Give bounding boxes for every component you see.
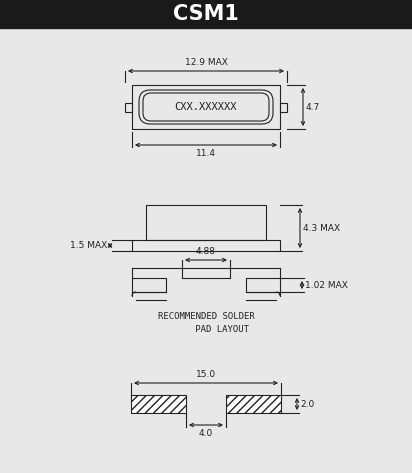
Text: 1.5 MAX: 1.5 MAX xyxy=(70,241,107,250)
Bar xyxy=(0,0,412,28)
Text: 4.88: 4.88 xyxy=(196,247,216,256)
Bar xyxy=(132,85,280,129)
Text: CXX.XXXXXX: CXX.XXXXXX xyxy=(175,102,237,112)
Text: 11.4: 11.4 xyxy=(196,149,216,158)
Text: 2.0: 2.0 xyxy=(300,400,314,409)
Text: 4.7: 4.7 xyxy=(306,103,320,112)
Bar xyxy=(131,395,186,413)
Bar xyxy=(132,278,166,292)
Bar xyxy=(146,205,266,240)
Bar xyxy=(246,278,280,292)
Bar xyxy=(280,103,287,112)
Text: 15.0: 15.0 xyxy=(196,370,216,379)
Bar xyxy=(132,240,280,251)
Text: 12.9 MAX: 12.9 MAX xyxy=(185,58,227,67)
Text: CSM1: CSM1 xyxy=(173,4,239,24)
Bar xyxy=(226,395,281,413)
Text: 4.3 MAX: 4.3 MAX xyxy=(303,224,340,233)
Text: RECOMMENDED SOLDER
      PAD LAYOUT: RECOMMENDED SOLDER PAD LAYOUT xyxy=(158,312,254,334)
Text: 1.02 MAX: 1.02 MAX xyxy=(305,280,348,289)
Text: 4.0: 4.0 xyxy=(199,429,213,438)
Bar xyxy=(125,103,132,112)
